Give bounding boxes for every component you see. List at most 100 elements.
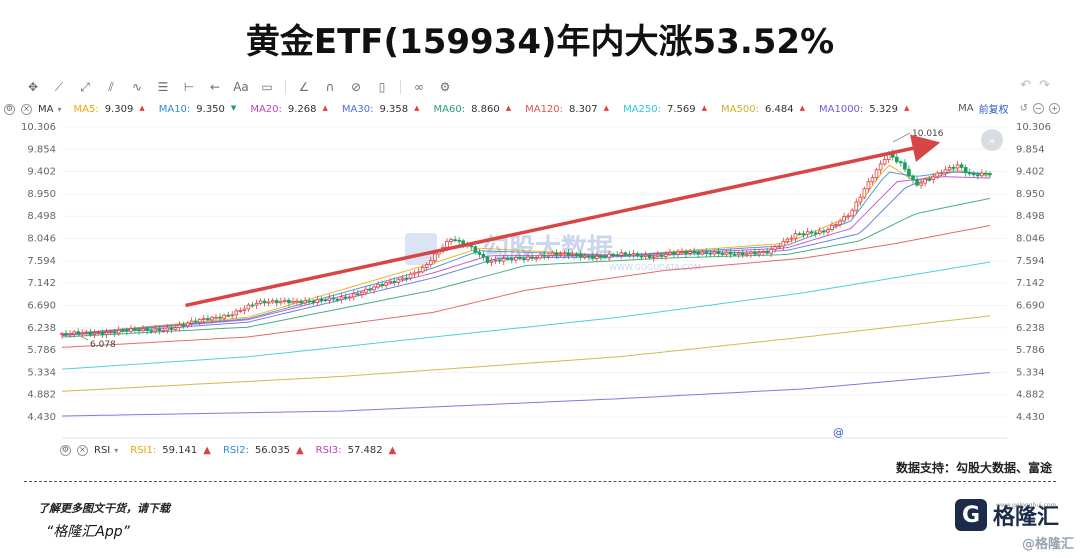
candle bbox=[915, 176, 919, 187]
undo-icon[interactable]: ↶ bbox=[1020, 78, 1032, 93]
arrow-left-icon[interactable]: ← bbox=[209, 80, 221, 94]
at-icon[interactable]: @ bbox=[833, 426, 844, 439]
candle bbox=[781, 237, 786, 251]
line-icon[interactable]: ⟋ bbox=[54, 79, 64, 94]
candle bbox=[234, 308, 239, 319]
candle bbox=[939, 169, 944, 177]
channel-icon[interactable]: ⫽ bbox=[108, 79, 114, 94]
trend-indicator-icon: ▼ bbox=[230, 103, 237, 112]
candle bbox=[971, 171, 976, 178]
candle bbox=[185, 321, 190, 329]
ma-label[interactable]: MA bbox=[38, 103, 54, 115]
trend-arrow-line bbox=[185, 134, 941, 308]
candle bbox=[226, 311, 230, 318]
ma-value: 6.484 bbox=[764, 103, 794, 115]
candle bbox=[676, 249, 680, 258]
candle bbox=[546, 252, 551, 260]
trend-indicator-icon: ▲ bbox=[203, 444, 211, 456]
redo-icon[interactable]: ↷ bbox=[1039, 78, 1050, 93]
close-icon[interactable]: × bbox=[21, 103, 32, 115]
candle bbox=[959, 162, 964, 170]
candle bbox=[323, 297, 328, 303]
candle bbox=[299, 298, 303, 307]
candle bbox=[526, 254, 530, 263]
rsi-name: RSI2: bbox=[222, 444, 249, 456]
crosshair-icon[interactable]: ✥ bbox=[27, 80, 39, 94]
trash-icon[interactable]: ▯ bbox=[378, 80, 386, 94]
close-icon[interactable]: × bbox=[77, 444, 88, 456]
chevron-down-icon[interactable]: ▾ bbox=[57, 104, 62, 114]
candle bbox=[793, 229, 798, 242]
trend-indicator-icon: ▲ bbox=[799, 103, 805, 112]
candle bbox=[724, 250, 729, 258]
settings-icon[interactable]: ⚙ bbox=[4, 103, 15, 115]
rsi-label[interactable]: RSI bbox=[94, 444, 111, 456]
candle bbox=[279, 297, 283, 306]
candle bbox=[493, 256, 498, 264]
reset-icon[interactable]: ↺ bbox=[1019, 103, 1028, 114]
candle bbox=[988, 171, 992, 179]
hide-icon[interactable]: ⊘ bbox=[350, 80, 362, 94]
candle bbox=[210, 315, 214, 324]
y-tick-right: 5.786 bbox=[1016, 345, 1045, 356]
candle bbox=[550, 250, 555, 258]
candle bbox=[805, 227, 810, 238]
candle bbox=[809, 229, 814, 236]
candle bbox=[72, 330, 76, 338]
candle bbox=[672, 250, 676, 258]
candle bbox=[587, 254, 591, 261]
adjust-mode-button[interactable]: 前复权 bbox=[978, 105, 1009, 116]
candle bbox=[736, 251, 741, 259]
candle bbox=[481, 250, 486, 261]
zoom-in-icon[interactable]: + bbox=[1049, 103, 1060, 114]
candle bbox=[169, 324, 174, 334]
candle bbox=[368, 285, 372, 293]
candle bbox=[951, 164, 956, 172]
ma-line-ma30 bbox=[61, 171, 991, 337]
candle bbox=[137, 327, 141, 335]
candle bbox=[307, 297, 311, 305]
candle bbox=[769, 245, 773, 257]
zoom-out-icon[interactable]: − bbox=[1033, 103, 1044, 114]
candle bbox=[700, 249, 705, 256]
candle bbox=[449, 237, 453, 246]
text-tool-button[interactable]: Aa bbox=[233, 80, 249, 94]
candle bbox=[145, 325, 149, 335]
candle bbox=[935, 170, 940, 180]
y-tick-left: 8.498 bbox=[27, 211, 56, 222]
candle bbox=[530, 253, 534, 262]
expand-button[interactable]: » bbox=[981, 129, 1003, 151]
ruler-icon[interactable]: ∠ bbox=[298, 80, 310, 94]
link-icon[interactable]: ∞ bbox=[414, 80, 424, 94]
app-name[interactable]: “格隆汇App” bbox=[46, 524, 130, 540]
headline: 黄金ETF(159934)年内大涨53.52% bbox=[245, 22, 835, 62]
high-annotation: 10.016 bbox=[912, 129, 944, 139]
wave-icon[interactable]: ∿ bbox=[131, 80, 143, 94]
undo-redo: ↶ ↷ bbox=[1020, 78, 1050, 93]
y-tick-right: 10.306 bbox=[1016, 122, 1051, 133]
chevron-down-icon[interactable]: ▾ bbox=[114, 445, 119, 455]
candle bbox=[696, 249, 701, 258]
candle bbox=[967, 168, 972, 177]
annotations: 10.016 6.078 bbox=[74, 129, 944, 350]
y-tick-left: 5.786 bbox=[27, 345, 56, 356]
candle bbox=[295, 297, 299, 306]
fib-icon[interactable]: ☰ bbox=[157, 80, 169, 94]
candle bbox=[420, 264, 425, 274]
y-tick-left: 7.142 bbox=[27, 278, 56, 289]
range-icon[interactable]: ⊢ bbox=[183, 80, 195, 94]
candle bbox=[882, 156, 887, 166]
candle bbox=[984, 170, 988, 178]
rsi-value: 57.482 bbox=[347, 444, 383, 456]
candle bbox=[570, 251, 575, 258]
candle bbox=[562, 250, 567, 257]
magnet-icon[interactable]: ∩ bbox=[325, 80, 335, 94]
settings-icon[interactable]: ⚙ bbox=[60, 444, 71, 456]
settings-icon[interactable]: ⚙ bbox=[439, 80, 451, 94]
rsi-item-1: RSI2: 56.035 ▲ bbox=[223, 445, 304, 456]
ray-icon[interactable]: ⤢ bbox=[80, 79, 90, 94]
y-tick-right: 5.334 bbox=[1016, 367, 1045, 378]
candle bbox=[319, 296, 324, 304]
note-icon[interactable]: ▭ bbox=[261, 80, 273, 94]
candle bbox=[899, 160, 903, 167]
